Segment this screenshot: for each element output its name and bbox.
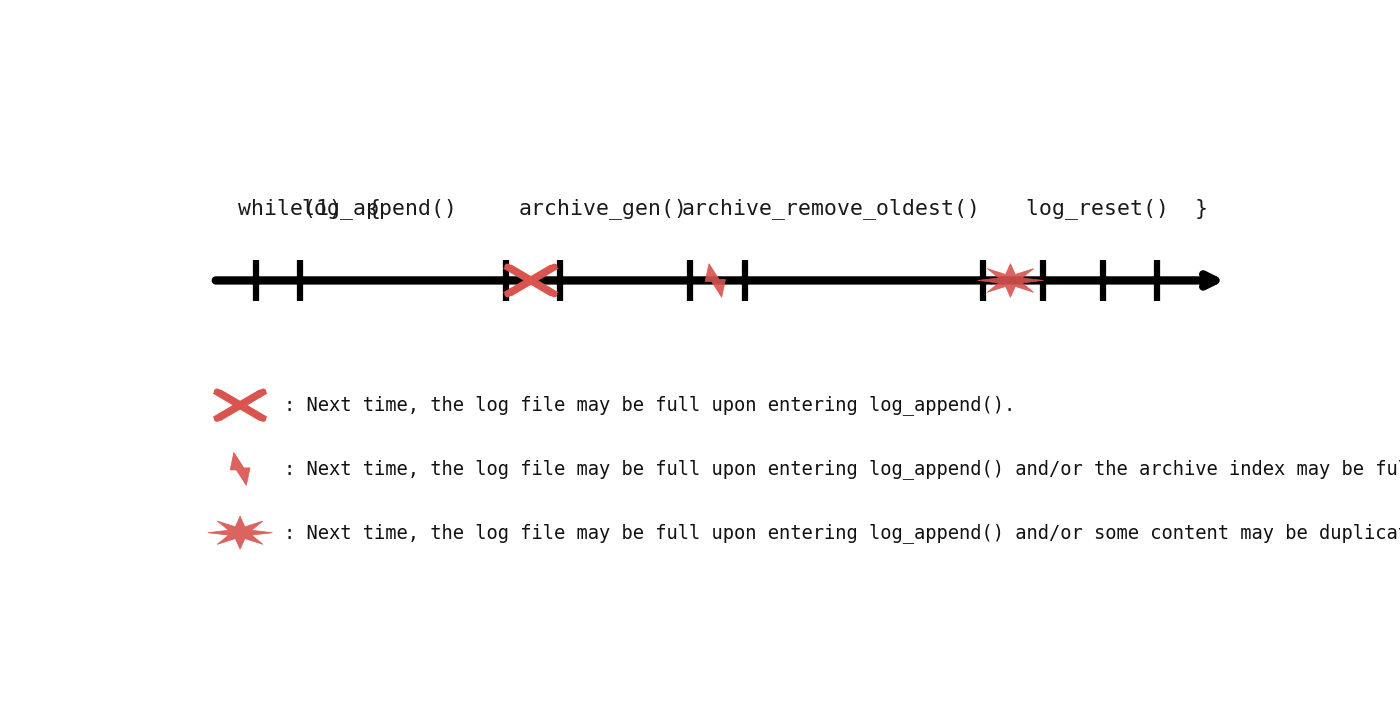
- Text: while(1)  {: while(1) {: [238, 199, 381, 220]
- Polygon shape: [213, 390, 267, 420]
- Polygon shape: [504, 265, 559, 296]
- Text: archive_remove_oldest(): archive_remove_oldest(): [682, 199, 981, 220]
- Text: archive_gen(): archive_gen(): [519, 199, 687, 220]
- Polygon shape: [706, 264, 725, 297]
- Text: : Next time, the log file may be full upon entering log_append().: : Next time, the log file may be full up…: [283, 395, 1015, 415]
- Text: : Next time, the log file may be full upon entering log_append() and/or the arch: : Next time, the log file may be full up…: [283, 459, 1400, 479]
- Text: log_reset()  }: log_reset() }: [1026, 199, 1208, 220]
- Polygon shape: [504, 265, 559, 296]
- Polygon shape: [213, 390, 267, 420]
- Text: log_append(): log_append(): [301, 199, 456, 220]
- Text: : Next time, the log file may be full upon entering log_append() and/or some con: : Next time, the log file may be full up…: [283, 523, 1400, 543]
- Polygon shape: [230, 452, 251, 485]
- Polygon shape: [977, 264, 1043, 297]
- Polygon shape: [207, 516, 273, 549]
